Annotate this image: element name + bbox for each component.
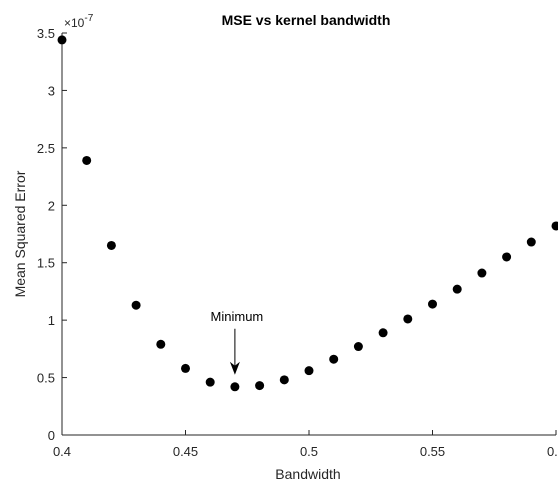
data-point <box>353 342 363 352</box>
y-tick-label: 3.5 <box>37 26 55 41</box>
x-tick-label: 0.5 <box>300 444 318 459</box>
annotation-group: Minimum <box>211 309 264 375</box>
data-points <box>57 35 558 392</box>
data-point <box>230 382 240 392</box>
x-tick-label: 0.6 <box>547 444 558 459</box>
y-tick-label: 2.5 <box>37 141 55 156</box>
data-point <box>477 268 487 278</box>
y-axis-label: Mean Squared Error <box>12 170 28 297</box>
x-tick-label: 0.4 <box>53 444 71 459</box>
data-point <box>304 366 314 376</box>
data-point <box>428 299 437 309</box>
y-tick-label: 1 <box>48 313 55 328</box>
y-tick-label: 0.5 <box>37 371 55 386</box>
y-tick-label: 3 <box>48 83 55 98</box>
data-point <box>403 314 413 324</box>
y-tick-label: 1.5 <box>37 256 55 271</box>
y-exponent-base: ×10 <box>64 16 85 30</box>
x-tick-label: 0.45 <box>173 444 198 459</box>
data-point <box>205 377 215 387</box>
data-point <box>502 252 512 262</box>
data-point <box>156 339 166 349</box>
y-exponent-label: ×10-7 <box>64 13 94 30</box>
data-point <box>279 375 289 385</box>
data-point <box>57 35 67 45</box>
data-point <box>82 155 92 165</box>
y-tick-label: 0 <box>48 428 55 443</box>
x-tick-label: 0.55 <box>420 444 445 459</box>
data-point <box>452 284 462 294</box>
chart-title: MSE vs kernel bandwidth <box>222 12 391 28</box>
data-point <box>378 328 388 338</box>
data-point <box>255 381 265 391</box>
data-point <box>131 300 141 310</box>
annotation-text: Minimum <box>211 309 264 324</box>
x-axis-label: Bandwidth <box>275 466 340 482</box>
data-point <box>526 237 536 247</box>
data-point <box>551 221 558 231</box>
axis-ticks: 0.4 0.45 0.5 0.55 0.6 0 0.5 1 1.5 2 2.5 3 3.5 <box>37 26 558 459</box>
y-exponent-power: -7 <box>84 13 93 24</box>
svg-text:×10-7: ×10-7 <box>64 13 94 30</box>
data-point <box>329 354 339 364</box>
data-point <box>181 363 190 373</box>
data-point <box>106 240 116 250</box>
y-tick-label: 2 <box>48 198 55 213</box>
annotation-arrow-head <box>229 361 240 375</box>
